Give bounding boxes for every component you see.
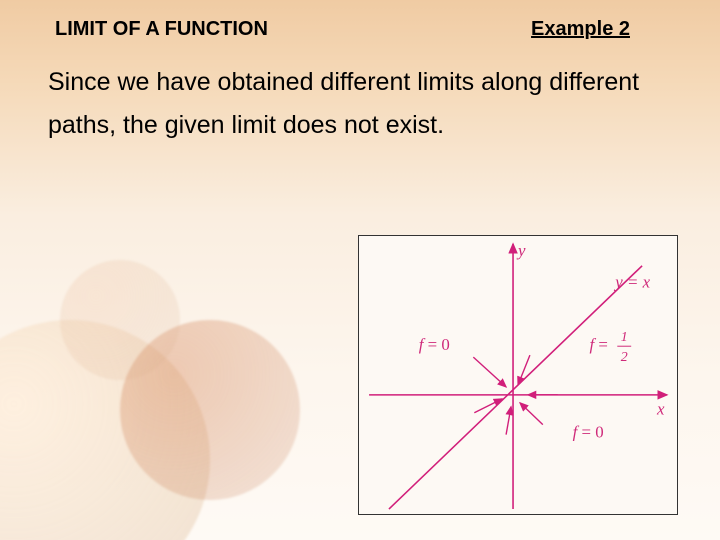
svg-text:1: 1 (621, 330, 628, 345)
label-f-half: f = 1 2 (589, 330, 631, 365)
svg-text:2: 2 (621, 350, 628, 365)
label-f0-top: f = 0 (419, 335, 450, 354)
svg-text:f = 0: f = 0 (419, 335, 450, 354)
y-axis-label: y (516, 241, 526, 260)
svg-text:f = 0: f = 0 (573, 423, 604, 442)
label-f0-bottom: f = 0 (573, 423, 604, 442)
diagonal-label: y = x (613, 273, 650, 292)
limit-paths-figure: y x y = x f = 0 f = 0 f = 1 2 (358, 235, 678, 515)
diagonal-line (389, 266, 642, 509)
section-title: LIMIT OF A FUNCTION (55, 18, 268, 41)
example-label: Example 2 (531, 18, 630, 41)
decorative-circle (60, 260, 180, 380)
slide-header: LIMIT OF A FUNCTION Example 2 (0, 0, 720, 41)
x-axis-label: x (656, 400, 665, 419)
body-text: Since we have obtained different limits … (0, 41, 720, 146)
svg-text:f =: f = (589, 335, 607, 354)
